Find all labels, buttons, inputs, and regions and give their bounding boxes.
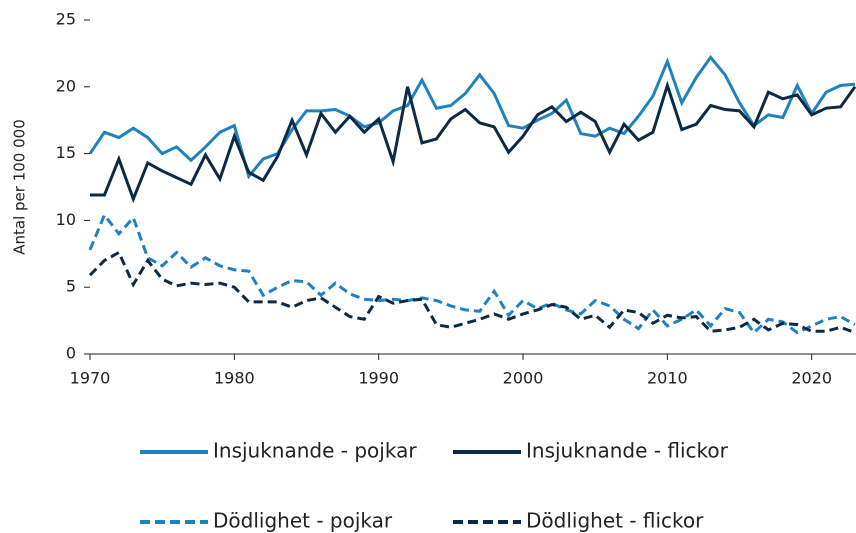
x-tick-label: 1980 (214, 369, 255, 388)
legend-label: Dödlighet - flickor (526, 509, 704, 533)
legend-label: Dödlighet - pojkar (213, 509, 393, 533)
series-line (90, 80, 856, 204)
series-line (88, 212, 856, 335)
series-line (88, 250, 856, 335)
y-tick-label: 5 (66, 277, 76, 296)
legend: Insjuknande - pojkar Insjuknande - flicko… (140, 439, 729, 533)
y-tick-label: 20 (56, 76, 76, 95)
y-tick-label: 10 (56, 210, 76, 229)
x-tick-label: 2000 (503, 369, 544, 388)
legend-label: Insjuknande - flickor (526, 439, 729, 463)
y-axis-label: Antal per 100 000 (11, 119, 29, 255)
y-tick-label: 0 (66, 344, 76, 363)
x-tick-label: 1970 (70, 369, 111, 388)
legend-label: Insjuknande - pojkar (213, 439, 417, 463)
x-tick-label: 1990 (358, 369, 399, 388)
x-tick-label: 2010 (647, 369, 688, 388)
y-tick-label: 25 (56, 10, 76, 29)
series-line (88, 54, 856, 180)
y-tick-label: 15 (56, 143, 76, 162)
x-tick-label: 2020 (791, 369, 832, 388)
